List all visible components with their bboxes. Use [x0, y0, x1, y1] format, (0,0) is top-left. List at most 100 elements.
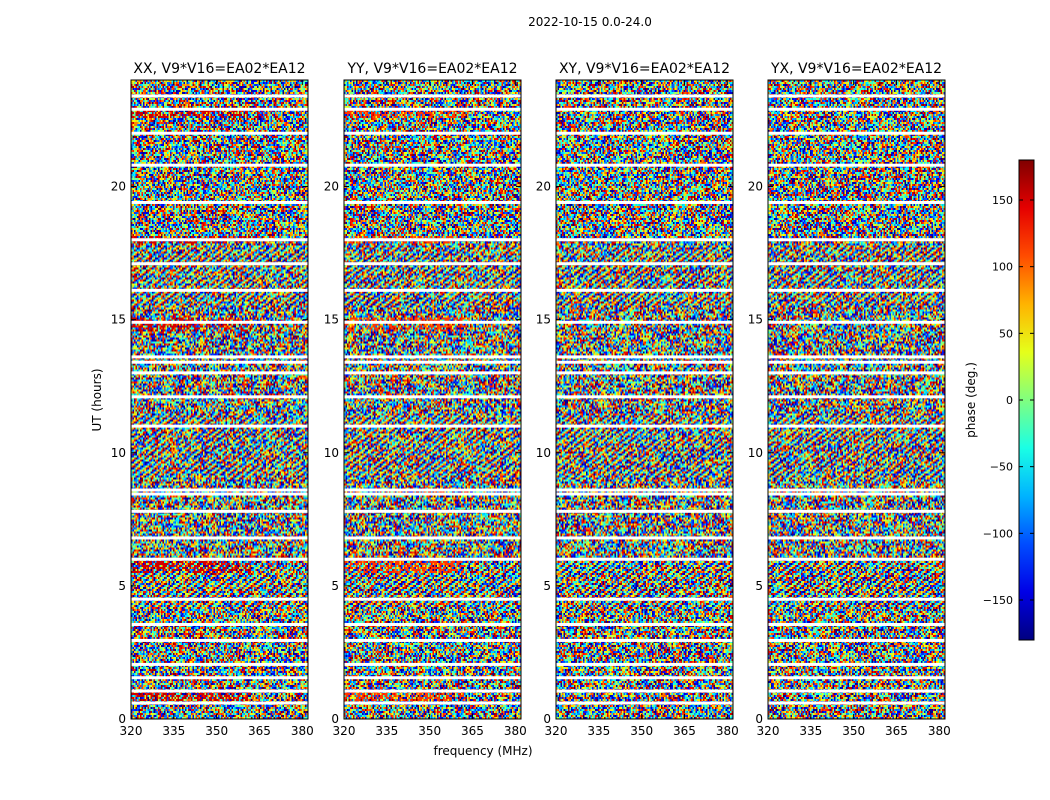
flagged-gap — [131, 163, 308, 167]
flagged-gap — [344, 131, 521, 135]
y-tick-label: 5 — [543, 579, 551, 593]
x-tick-label: 380 — [716, 724, 739, 738]
y-tick-label: 20 — [748, 180, 763, 194]
flagged-gap — [131, 131, 308, 135]
figure-title: 2022-10-15 0.0-24.0 — [528, 15, 652, 29]
panel-2: YY, V9*V16=EA02*EA12 320 335 350 365 380 0 5 10 1… — [324, 61, 527, 738]
flagged-gap — [344, 395, 521, 399]
colorbar-tick-label: 50 — [999, 327, 1013, 340]
x-tick-label: 350 — [842, 724, 865, 738]
flagged-gap — [131, 597, 308, 601]
flagged-gap — [556, 94, 733, 98]
flagged-gap — [131, 360, 308, 364]
flagged-gap — [131, 701, 308, 705]
x-tick-label: 335 — [375, 724, 398, 738]
flagged-gap — [556, 492, 733, 496]
flagged-gap — [344, 622, 521, 626]
flagged-gap — [556, 163, 733, 167]
y-tick-label: 0 — [118, 712, 126, 726]
x-tick-label: 320 — [120, 724, 143, 738]
x-tick-label: 320 — [757, 724, 780, 738]
flagged-gap — [768, 424, 945, 428]
flagged-gap — [556, 676, 733, 680]
flagged-gap — [344, 200, 521, 204]
flagged-gap — [768, 557, 945, 561]
flagged-gap — [768, 492, 945, 496]
flagged-gap — [556, 557, 733, 561]
flagged-gap — [344, 662, 521, 666]
flagged-gap — [556, 509, 733, 513]
panel-frame — [130, 79, 309, 720]
y-tick-label: 5 — [755, 579, 763, 593]
flagged-gap — [768, 701, 945, 705]
x-tick-label: 380 — [291, 724, 314, 738]
flagged-gap — [556, 355, 733, 359]
x-tick-label: 365 — [673, 724, 696, 738]
flagged-gap — [131, 638, 308, 642]
phase-heatmap — [556, 80, 733, 719]
flagged-gap — [344, 163, 521, 167]
panel-frame — [767, 79, 946, 720]
flagged-gap — [131, 557, 308, 561]
x-tick-label: 350 — [630, 724, 653, 738]
flagged-gap — [344, 371, 521, 375]
flagged-gap — [768, 360, 945, 364]
flagged-gap — [768, 262, 945, 266]
flagged-gap — [768, 395, 945, 399]
colorbar-tick-label: 100 — [992, 261, 1013, 274]
flagged-gap — [768, 638, 945, 642]
colorbar-tick-label: 0 — [1006, 394, 1013, 407]
flagged-gap — [556, 662, 733, 666]
flagged-gap — [131, 94, 308, 98]
y-tick-label: 0 — [543, 712, 551, 726]
flagged-gap — [131, 320, 308, 324]
flagged-gap — [131, 509, 308, 513]
y-tick-label: 5 — [331, 579, 339, 593]
flagged-gap — [768, 689, 945, 693]
y-tick-label: 15 — [111, 313, 126, 327]
x-tick-label: 380 — [928, 724, 951, 738]
flagged-gap — [768, 238, 945, 242]
flagged-gap — [131, 662, 308, 666]
flagged-gap — [344, 536, 521, 540]
y-tick-label: 10 — [748, 446, 763, 460]
colorbar: −150 −100 −50 0 50 100 150 — [983, 159, 1035, 641]
flagged-gap — [768, 622, 945, 626]
flagged-gap — [556, 488, 733, 492]
flagged-gap — [768, 288, 945, 292]
panel-3: XY, V9*V16=EA02*EA12 320 335 350 365 380 0 5 10 1… — [536, 61, 739, 738]
flagged-gap — [556, 262, 733, 266]
flagged-gap — [556, 622, 733, 626]
y-tick-label: 15 — [324, 313, 339, 327]
flagged-gap — [131, 395, 308, 399]
flagged-gap — [344, 557, 521, 561]
flagged-gap — [131, 262, 308, 266]
phase-heatmap — [768, 80, 945, 719]
panel-title: YY, V9*V16=EA02*EA12 — [346, 61, 517, 77]
flagged-gap — [131, 200, 308, 204]
y-tick-label: 0 — [755, 712, 763, 726]
flagged-gap — [556, 107, 733, 111]
flagged-gap — [344, 701, 521, 705]
panel-4: YX, V9*V16=EA02*EA12 320 335 350 365 380 0 5 10 1… — [748, 61, 951, 738]
x-tick-label: 335 — [162, 724, 185, 738]
flagged-gap — [131, 107, 308, 111]
flagged-gap — [131, 488, 308, 492]
flagged-gap — [131, 238, 308, 242]
flagged-gap — [556, 238, 733, 242]
flagged-gap — [768, 200, 945, 204]
y-tick-label: 20 — [111, 180, 126, 194]
flagged-gap — [768, 320, 945, 324]
flagged-gap — [556, 701, 733, 705]
colorbar-tick-label: 150 — [992, 194, 1013, 207]
flagged-gap — [131, 676, 308, 680]
flagged-gap — [344, 288, 521, 292]
panel-title: YX, V9*V16=EA02*EA12 — [770, 61, 942, 77]
flagged-gap — [768, 107, 945, 111]
flagged-gap — [768, 597, 945, 601]
phase-heatmap — [344, 80, 521, 719]
x-tick-label: 350 — [205, 724, 228, 738]
flagged-gap — [768, 662, 945, 666]
y-tick-label: 15 — [748, 313, 763, 327]
